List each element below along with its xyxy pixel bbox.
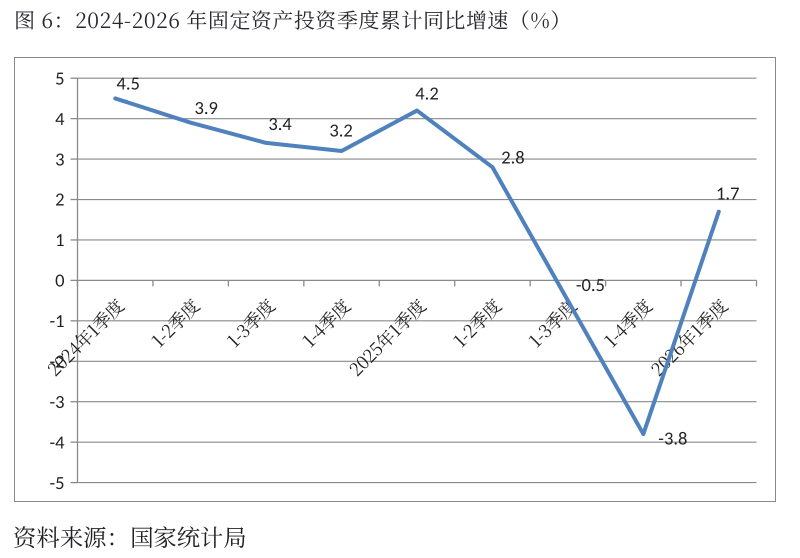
- x-category-label: 1-2季度: [145, 293, 205, 353]
- y-tick-label: 3: [55, 147, 64, 170]
- source-note: 资料来源：国家统计局: [13, 519, 247, 553]
- data-label: 1.7: [716, 181, 739, 204]
- y-tick-label: 0: [55, 269, 64, 292]
- data-label: 3.2: [329, 119, 352, 142]
- data-label: 3.9: [194, 96, 217, 119]
- x-category-label: 1-4季度: [598, 293, 658, 353]
- chart-frame: 5 4 3 2 1 0 -1 -2 -3 -4 -5 2024年1季度 1-2季度 1-3季度 1-4季度…: [14, 57, 776, 502]
- x-category-label: 2026年1季度: [645, 293, 734, 382]
- figure-title: 图 6：2024-2026 年固定资产投资季度累计同比增速（%）: [14, 5, 572, 35]
- y-tick-label: 2: [55, 188, 64, 211]
- y-tick-label: 5: [55, 66, 64, 89]
- data-labels: 4.5 3.9 3.4 3.2 4.2 2.8 -0.5 -3.8 1.7: [117, 72, 740, 450]
- y-tick-label: -5: [49, 471, 64, 494]
- y-tick-label: 1: [55, 228, 64, 251]
- y-tick-label: -4: [49, 430, 65, 453]
- axes: [70, 77, 758, 484]
- y-tick-label: -1: [49, 309, 64, 332]
- series-line: [113, 96, 721, 437]
- data-label: -0.5: [576, 273, 605, 296]
- series: [113, 96, 721, 437]
- y-tick-label: 4: [55, 107, 65, 130]
- x-category-label: 1-3季度: [221, 293, 281, 353]
- x-category-label: 2024年1季度: [41, 293, 130, 382]
- data-label: 4.2: [415, 81, 438, 104]
- x-category-label: 2025年1季度: [343, 293, 432, 382]
- gridlines: [77, 77, 757, 484]
- y-axis-labels: 5 4 3 2 1 0 -1 -2 -3 -4 -5: [49, 66, 65, 493]
- data-label: -3.8: [658, 426, 687, 449]
- x-category-label: 1-4季度: [296, 293, 356, 353]
- data-label: 4.5: [117, 72, 140, 95]
- y-tick-label: -3: [49, 390, 64, 413]
- x-category-label: 1-2季度: [447, 293, 507, 353]
- x-category-label: 1-3季度: [522, 293, 582, 353]
- data-label: 3.4: [268, 112, 292, 135]
- data-label: 2.8: [501, 145, 524, 168]
- y-tick-label: -2: [49, 349, 64, 372]
